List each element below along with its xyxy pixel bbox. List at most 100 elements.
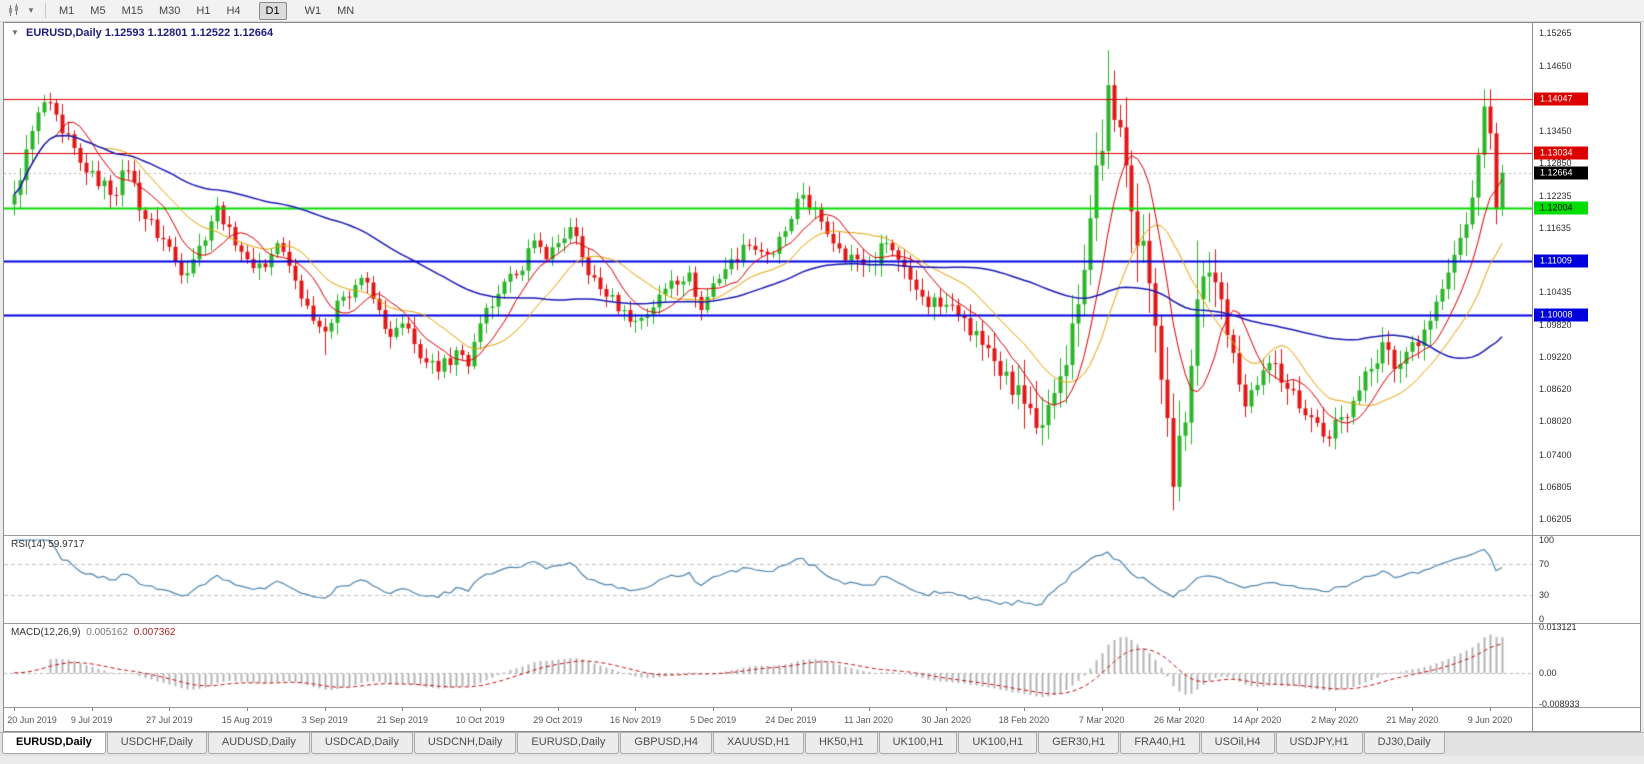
date-label: 14 Apr 2020 <box>1232 715 1282 725</box>
date-tick <box>325 708 326 711</box>
date-tick <box>791 708 792 711</box>
price-axis-label: 1.14650 <box>1539 61 1572 72</box>
chart-tab-usdjpy-h1[interactable]: USDJPY,H1 <box>1275 733 1363 754</box>
rsi-axis-label: 0 <box>1539 614 1545 624</box>
chart-tab-usoil-h4[interactable]: USOil,H4 <box>1200 733 1275 754</box>
date-label: 21 May 2020 <box>1386 715 1439 725</box>
price-axis-label: 1.12850 <box>1539 157 1572 168</box>
rsi-indicator-label: RSI(14) 59.9717 <box>11 539 85 550</box>
date-tick <box>558 708 559 711</box>
macd-name: MACD(12,26,9) <box>11 627 81 638</box>
timeframe-button-m1[interactable]: M1 <box>59 5 75 17</box>
date-label: 27 Jul 2019 <box>146 715 193 725</box>
timeframe-button-m30[interactable]: M30 <box>158 5 181 17</box>
price-level-label: 1.14047 <box>1534 92 1588 106</box>
panel-divider-rsi-macd[interactable] <box>4 623 1640 624</box>
timeframe-button-w1[interactable]: W1 <box>304 5 322 17</box>
chart-tab-uk100-h1[interactable]: UK100,H1 <box>878 733 958 754</box>
date-axis[interactable]: 20 Jun 2019 9 Jul 2019 27 Jul 2019 15 Aug 2… <box>4 708 1532 731</box>
current-price-label: 1.12664 <box>1534 166 1588 180</box>
price-axis-label: 1.12235 <box>1539 190 1572 201</box>
date-tick <box>1179 708 1180 711</box>
date-tick <box>1024 708 1025 711</box>
timeframe-button-m5[interactable]: M5 <box>90 5 106 17</box>
date-label: 21 Sep 2019 <box>376 715 428 725</box>
timeframe-button-m15[interactable]: M15 <box>121 5 143 17</box>
chart-tab-hk50-h1[interactable]: HK50,H1 <box>804 733 878 754</box>
price-level-label: 1.11009 <box>1534 254 1588 268</box>
date-label: 10 Oct 2019 <box>455 715 505 725</box>
rsi-axis-label: 30 <box>1539 590 1550 601</box>
macd-canvas[interactable] <box>4 624 1532 707</box>
price-axis-label: 1.08020 <box>1539 416 1572 427</box>
date-label: 5 Dec 2019 <box>690 715 737 725</box>
chart-symbol-period: EURUSD,Daily <box>25 27 102 39</box>
chart-tabbar: EURUSD,Daily USDCHF,Daily AUDUSD,Daily USDC… <box>0 732 1644 756</box>
chart-tab-fra40-h1[interactable]: FRA40,H1 <box>1120 733 1200 754</box>
chart-tab-dj30-daily[interactable]: DJ30,Daily <box>1363 733 1445 754</box>
chart-tab-usdcad-daily[interactable]: USDCAD,Daily <box>310 733 413 754</box>
price-axis-label: 1.08620 <box>1539 384 1572 395</box>
date-label: 26 Mar 2020 <box>1154 715 1205 725</box>
price-level-label: 1.12004 <box>1534 201 1588 215</box>
price-axis-label: 1.07400 <box>1539 449 1572 460</box>
price-axis-label: 1.06205 <box>1539 513 1572 524</box>
date-tick <box>480 708 481 711</box>
timeframe-button-d1[interactable]: D1 <box>258 2 287 20</box>
chart-title: ▼ EURUSD,Daily 1.12593 1.12801 1.12522 1… <box>11 27 273 39</box>
price-axis-label: 1.09220 <box>1539 352 1572 363</box>
chart-type-dropdown-icon[interactable]: ▾ <box>28 5 34 15</box>
chart-tab-usdcnh-daily[interactable]: USDCNH,Daily <box>413 733 517 754</box>
date-tick <box>1257 708 1258 711</box>
date-label: 30 Jan 2020 <box>921 715 972 725</box>
timeframe-button-h4[interactable]: H4 <box>226 5 241 17</box>
toolbar-separator <box>45 3 46 18</box>
macd-signal-value: 0.007362 <box>133 627 176 638</box>
price-level-label: 1.13034 <box>1534 146 1588 160</box>
price-chart-canvas[interactable] <box>4 23 1532 535</box>
date-label: 20 Jun 2019 <box>7 715 57 725</box>
chart-tab-usdchf-daily[interactable]: USDCHF,Daily <box>106 733 207 754</box>
chart-tab-uk100-h1[interactable]: UK100,H1 <box>958 733 1038 754</box>
timeframe-button-h1[interactable]: H1 <box>196 5 211 17</box>
price-axis-label: 1.09820 <box>1539 320 1572 331</box>
timeframe-toolbar: ▾ M1 M5 M15 M30 H1 H4 D1 W1 MN <box>0 0 1644 22</box>
macd-axis-label: 0.013121 <box>1539 622 1577 632</box>
rsi-axis-label: 100 <box>1539 535 1555 545</box>
price-axis-label: 1.13450 <box>1539 125 1572 136</box>
timeframe-button-mn[interactable]: MN <box>337 5 355 17</box>
date-label: 7 Mar 2020 <box>1078 715 1125 725</box>
date-label: 9 Jun 2020 <box>1467 715 1513 725</box>
chart-tab-xauusd-h1[interactable]: XAUUSD,H1 <box>712 733 804 754</box>
chart-tab-audusd-daily[interactable]: AUDUSD,Daily <box>207 733 310 754</box>
timeframe-buttons: M1 M5 M15 M30 H1 H4 D1 W1 MN <box>51 1 362 20</box>
date-tick <box>247 708 248 711</box>
macd-main-value: 0.005162 <box>86 627 128 638</box>
date-label: 15 Aug 2019 <box>221 715 273 725</box>
chart-tab-ger30-h1[interactable]: GER30,H1 <box>1038 733 1120 754</box>
panel-divider-macd-dates[interactable] <box>4 707 1640 708</box>
rsi-canvas[interactable] <box>4 536 1532 623</box>
date-label: 29 Oct 2019 <box>533 715 583 725</box>
macd-axis-label: 0.00 <box>1539 667 1557 678</box>
date-tick <box>1490 708 1491 711</box>
chart-tab-eurusd-daily[interactable]: EURUSD,Daily <box>2 733 106 754</box>
chart-tab-eurusd-daily[interactable]: EURUSD,Daily <box>517 733 620 754</box>
price-axis[interactable]: 1.15265 1.14650 1.13450 1.12850 1.12235 1.116… <box>1532 23 1640 731</box>
date-tick <box>1102 708 1103 711</box>
chart-tab-gbpusd-h4[interactable]: GBPUSD,H4 <box>620 733 712 754</box>
chart-type-icon[interactable] <box>4 2 22 20</box>
date-tick <box>713 708 714 711</box>
date-tick <box>869 708 870 711</box>
date-tick <box>14 708 15 711</box>
collapse-chart-icon[interactable]: ▼ <box>11 28 19 37</box>
price-level-label: 1.10008 <box>1534 308 1588 322</box>
panel-divider-price-rsi[interactable] <box>4 535 1640 536</box>
date-tick <box>169 708 170 711</box>
rsi-axis-label: 70 <box>1539 558 1550 569</box>
date-tick <box>402 708 403 711</box>
date-tick <box>92 708 93 711</box>
date-label: 24 Dec 2019 <box>765 715 817 725</box>
date-label: 9 Jul 2019 <box>70 715 113 725</box>
